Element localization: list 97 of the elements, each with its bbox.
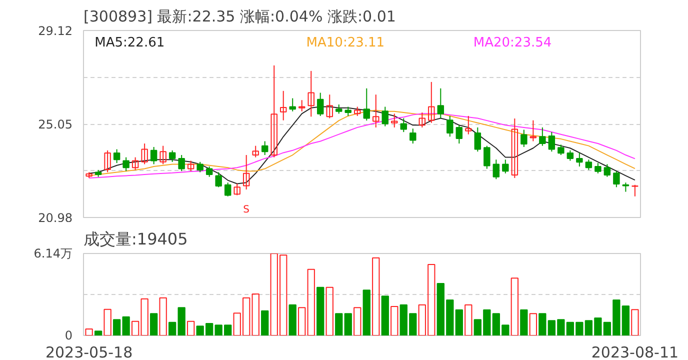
candlestick xyxy=(446,115,454,138)
candlestick xyxy=(215,172,222,188)
candlestick xyxy=(520,129,528,148)
candlestick xyxy=(613,170,620,188)
bar xyxy=(362,290,370,336)
candlestick xyxy=(484,145,490,170)
candlestick xyxy=(113,148,120,164)
bar xyxy=(344,313,352,336)
bar xyxy=(354,307,362,336)
candlestick xyxy=(539,126,546,146)
bar xyxy=(520,309,528,336)
candlestick xyxy=(428,81,435,124)
bar xyxy=(390,306,398,336)
candlestick xyxy=(196,161,204,173)
y-tick-label: 29.12 xyxy=(38,24,73,38)
x-tick-label: 2023-08-11 xyxy=(591,344,679,360)
candlestick xyxy=(382,106,388,127)
candlestick xyxy=(437,88,444,119)
candlestick xyxy=(344,106,352,116)
bar xyxy=(335,313,343,336)
candlestick xyxy=(122,156,130,172)
candlestick xyxy=(622,182,630,192)
candlestick xyxy=(252,145,259,158)
text: MA10:23.11 xyxy=(306,36,385,50)
candlestick xyxy=(576,152,583,167)
bar xyxy=(150,313,158,336)
candlestick xyxy=(354,106,361,116)
candlestick xyxy=(224,182,232,197)
candlestick xyxy=(418,112,426,128)
candlestick xyxy=(141,143,148,165)
candlestick xyxy=(104,150,111,173)
candlestick xyxy=(585,159,592,170)
candlestick xyxy=(502,159,509,174)
candlestick xyxy=(391,113,398,128)
bar xyxy=(529,313,537,336)
y-tick-label: 6.14万 xyxy=(34,246,72,260)
candlestick xyxy=(270,64,278,158)
bar xyxy=(298,307,306,336)
bar xyxy=(187,320,195,336)
candlestick xyxy=(492,159,500,180)
bar xyxy=(464,304,472,336)
bar xyxy=(372,257,380,336)
chart-title: 成交量:19405 xyxy=(84,230,188,248)
bar xyxy=(288,304,296,336)
bar xyxy=(510,278,518,336)
candlestick xyxy=(326,94,333,119)
candlestick xyxy=(280,90,287,121)
candlestick xyxy=(474,126,482,152)
candlestick xyxy=(558,144,564,156)
bar xyxy=(85,328,93,336)
candlestick xyxy=(410,128,416,144)
candlestick xyxy=(160,145,166,165)
candlestick xyxy=(336,104,342,114)
candlestick xyxy=(372,94,380,128)
bar xyxy=(261,310,269,336)
candlestick xyxy=(400,118,408,133)
candlestick xyxy=(308,70,314,118)
candlestick xyxy=(594,162,602,174)
bar xyxy=(307,268,315,336)
candlestick xyxy=(234,183,240,196)
bar xyxy=(381,296,389,336)
candlestick xyxy=(289,98,296,112)
candlestick xyxy=(242,154,250,190)
bar xyxy=(104,308,112,336)
bar xyxy=(252,293,260,336)
x-tick-label: 2023-05-18 xyxy=(45,344,133,360)
candlestick xyxy=(168,150,176,162)
candlestick xyxy=(150,146,158,165)
candlestick xyxy=(548,132,556,152)
candlestick xyxy=(178,154,185,172)
candlestick xyxy=(363,88,370,122)
annotation: S xyxy=(243,204,250,216)
candlestick xyxy=(316,92,324,116)
candlestick xyxy=(465,115,472,135)
candlestick xyxy=(132,156,139,170)
text: MA5:22.61 xyxy=(94,36,165,50)
bar xyxy=(316,286,324,336)
candlestick xyxy=(632,184,638,197)
chart-title: [300893] 最新:22.35 涨幅:0.04% 涨跌:0.01 xyxy=(84,8,396,26)
bar xyxy=(94,330,102,336)
candlestick xyxy=(187,160,194,172)
bar xyxy=(631,309,639,336)
candlestick xyxy=(206,166,213,178)
candlestick xyxy=(456,124,463,144)
candlestick xyxy=(511,118,518,178)
candlestick xyxy=(530,120,537,142)
candlestick xyxy=(298,100,306,112)
bar xyxy=(159,297,167,336)
y-tick-label: 0 xyxy=(64,328,73,342)
y-tick-label: 25.05 xyxy=(38,118,73,132)
bar xyxy=(455,309,463,336)
candlestick xyxy=(261,140,268,156)
text: MA20:23.54 xyxy=(473,36,552,50)
candlestick xyxy=(566,150,574,162)
candlestick xyxy=(604,164,611,178)
bar xyxy=(326,286,334,336)
y-tick-label: 20.98 xyxy=(38,211,73,225)
